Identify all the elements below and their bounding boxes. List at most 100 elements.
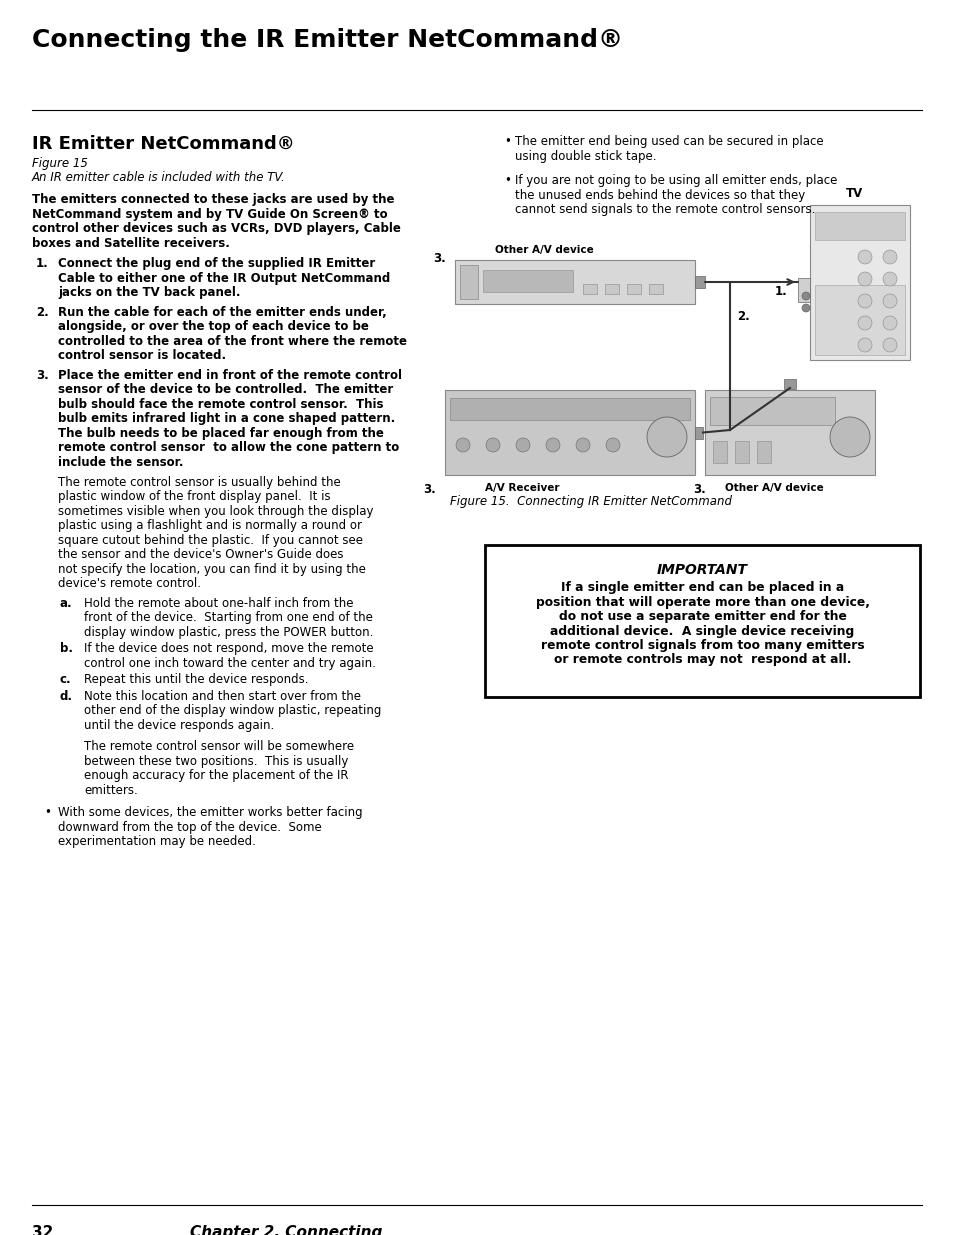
Text: TV: TV [845,186,862,200]
Text: Note this location and then start over from the: Note this location and then start over f… [84,690,360,703]
Text: downward from the top of the device.  Some: downward from the top of the device. Som… [58,821,321,834]
Text: Connect the plug end of the supplied IR Emitter: Connect the plug end of the supplied IR … [58,257,375,270]
Text: a.: a. [60,597,72,610]
Text: square cutout behind the plastic.  If you cannot see: square cutout behind the plastic. If you… [58,534,363,547]
Text: do not use a separate emitter end for the: do not use a separate emitter end for th… [558,610,845,622]
Text: plastic window of the front display panel.  It is: plastic window of the front display pane… [58,490,331,504]
Circle shape [882,249,896,264]
Text: •: • [503,135,511,148]
Text: alongside, or over the top of each device to be: alongside, or over the top of each devic… [58,320,369,333]
Text: 3.: 3. [692,483,705,496]
Text: •: • [503,174,511,186]
Text: remote control sensor  to allow the cone pattern to: remote control sensor to allow the cone … [58,441,399,454]
Text: •: • [44,806,51,820]
Text: enough accuracy for the placement of the IR: enough accuracy for the placement of the… [84,769,348,783]
Circle shape [882,294,896,308]
Bar [783,379,795,389]
Text: plastic using a flashlight and is normally a round or: plastic using a flashlight and is normal… [58,520,361,532]
Circle shape [857,272,871,287]
Text: the unused ends behind the devices so that they: the unused ends behind the devices so th… [515,189,804,201]
Text: remote control signals from too many emitters: remote control signals from too many emi… [540,638,863,652]
Text: An IR emitter cable is included with the TV.: An IR emitter cable is included with the… [32,170,286,184]
Circle shape [857,316,871,330]
Text: Figure 15: Figure 15 [32,157,88,170]
Text: 32: 32 [32,1225,53,1235]
Text: control other devices such as VCRs, DVD players, Cable: control other devices such as VCRs, DVD … [32,222,400,235]
Text: jacks on the TV back panel.: jacks on the TV back panel. [58,287,240,299]
Circle shape [857,294,871,308]
Text: Figure 15.  Connecting IR Emitter NetCommand: Figure 15. Connecting IR Emitter NetComm… [450,495,731,508]
Text: position that will operate more than one device,: position that will operate more than one… [535,595,868,609]
Text: Hold the remote about one-half inch from the: Hold the remote about one-half inch from… [84,597,354,610]
Text: until the device responds again.: until the device responds again. [84,719,274,732]
Text: cannot send signals to the remote control sensors.: cannot send signals to the remote contro… [515,203,815,216]
Text: Chapter 2. Connecting: Chapter 2. Connecting [190,1225,382,1235]
Circle shape [576,438,589,452]
Text: If the device does not respond, move the remote: If the device does not respond, move the… [84,642,374,656]
Text: additional device.  A single device receiving: additional device. A single device recei… [550,625,854,637]
Text: d.: d. [60,690,73,703]
Circle shape [882,272,896,287]
Bar [582,284,597,294]
Text: 2.: 2. [36,305,49,319]
Bar [814,285,904,354]
Text: not specify the location, you can find it by using the: not specify the location, you can find i… [58,563,366,576]
Circle shape [801,304,809,312]
Text: sensor of the device to be controlled.  The emitter: sensor of the device to be controlled. T… [58,383,393,396]
Text: boxes and Satellite receivers.: boxes and Satellite receivers. [32,236,230,249]
Circle shape [545,438,559,452]
Text: IMPORTANT: IMPORTANT [657,563,747,577]
Text: Connecting the IR Emitter NetCommand®: Connecting the IR Emitter NetCommand® [32,28,622,52]
Circle shape [882,338,896,352]
Text: Other A/V device: Other A/V device [495,245,593,254]
Text: controlled to the area of the front where the remote: controlled to the area of the front wher… [58,335,407,347]
Text: display window plastic, press the POWER button.: display window plastic, press the POWER … [84,626,373,638]
Bar [444,390,695,475]
Text: A/V Receiver: A/V Receiver [484,483,558,493]
Circle shape [605,438,619,452]
Text: using double stick tape.: using double stick tape. [515,149,656,163]
Text: Other A/V device: Other A/V device [724,483,822,493]
Circle shape [456,438,470,452]
Bar [695,275,704,288]
Bar [709,396,834,425]
Text: The remote control sensor is usually behind the: The remote control sensor is usually beh… [58,475,340,489]
Bar [704,390,874,475]
Text: The emitters connected to these jacks are used by the: The emitters connected to these jacks ar… [32,193,395,206]
Circle shape [882,316,896,330]
Circle shape [829,417,869,457]
Circle shape [646,417,686,457]
Text: sometimes visible when you look through the display: sometimes visible when you look through … [58,505,374,517]
Text: With some devices, the emitter works better facing: With some devices, the emitter works bet… [58,806,362,820]
Text: Repeat this until the device responds.: Repeat this until the device responds. [84,673,308,687]
Text: front of the device.  Starting from one end of the: front of the device. Starting from one e… [84,611,373,625]
Circle shape [857,338,871,352]
Text: bulb should face the remote control sensor.  This: bulb should face the remote control sens… [58,398,383,410]
Text: If a single emitter end can be placed in a: If a single emitter end can be placed in… [560,580,843,594]
Text: 1.: 1. [774,285,787,298]
Bar [626,284,640,294]
Text: experimentation may be needed.: experimentation may be needed. [58,836,255,848]
Circle shape [801,291,809,300]
Text: NetCommand system and by TV Guide On Screen® to: NetCommand system and by TV Guide On Scr… [32,207,387,221]
Text: or remote controls may not  respond at all.: or remote controls may not respond at al… [553,653,850,667]
Text: 3.: 3. [36,368,49,382]
Bar [797,278,809,303]
Text: include the sensor.: include the sensor. [58,456,183,468]
Text: 1.: 1. [36,257,49,270]
Bar [712,441,726,463]
Text: control sensor is located.: control sensor is located. [58,350,226,362]
Text: 2.: 2. [737,310,749,324]
Bar [482,270,573,291]
Text: IR Emitter NetCommand®: IR Emitter NetCommand® [32,135,294,153]
Text: emitters.: emitters. [84,784,137,797]
Text: between these two positions.  This is usually: between these two positions. This is usu… [84,755,348,768]
Bar [695,426,702,438]
Text: The remote control sensor will be somewhere: The remote control sensor will be somewh… [84,741,354,753]
Bar [814,212,904,240]
Text: device's remote control.: device's remote control. [58,578,201,590]
Bar [455,261,695,304]
Bar [459,266,477,299]
Text: other end of the display window plastic, repeating: other end of the display window plastic,… [84,704,381,718]
FancyBboxPatch shape [484,545,919,697]
